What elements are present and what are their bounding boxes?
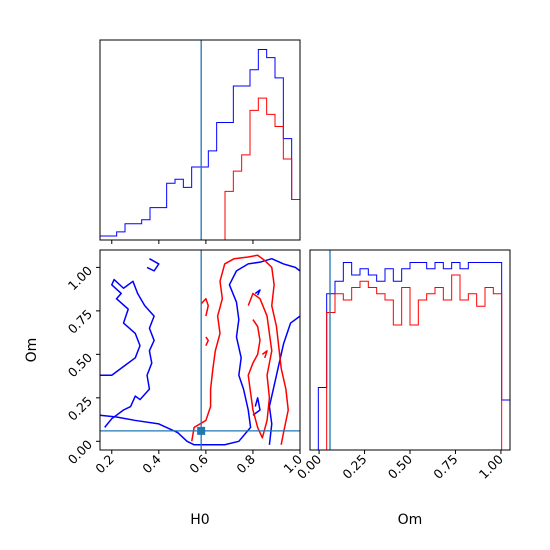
h0-tick-label-0: 0.2 <box>92 452 117 477</box>
contour-truth-marker <box>197 426 206 435</box>
y-axis-label-om: Om <box>24 338 40 363</box>
om-y-tick-label-4: 1.00 <box>65 263 95 293</box>
contour-series-0-line-3 <box>254 289 261 296</box>
contour-series-0-line-5 <box>268 315 301 445</box>
om-histogram-series-0 <box>310 262 511 451</box>
om-tick-label-2: 0.50 <box>385 451 415 481</box>
x-axis-label-om: Om <box>398 512 423 528</box>
om-y-tick-label-2: 0.50 <box>65 350 95 380</box>
h0-marginal-frame <box>99 39 301 241</box>
om-tick-label-1: 0.25 <box>339 452 369 482</box>
h0-tick-label-2: 0.6 <box>186 451 211 476</box>
h0-histogram-series-1 <box>100 97 301 241</box>
h0-histogram-series-0 <box>99 49 301 240</box>
x-axis-label-h0: H0 <box>190 512 209 528</box>
om-tick-label-4: 1.00 <box>476 451 506 481</box>
h0-x-ticks: 0.2 0.4 0.6 0.8 1.0 <box>92 450 305 476</box>
contour-frame <box>99 249 301 451</box>
h0-marginal-panel <box>99 39 301 244</box>
contour-series-0-line-4 <box>252 397 261 416</box>
om-marginal-panel: 0.00 0.25 0.50 0.75 1.00 Om <box>294 249 511 528</box>
h0-tick-label-1: 0.4 <box>139 451 164 476</box>
contour-series-0-line-0 <box>146 258 160 272</box>
contour-panel: 0.2 0.4 0.6 0.8 1.0 0.000.250.500.751.00 H0 … <box>24 249 305 528</box>
contour-series-1-line-3 <box>261 350 268 359</box>
om-marginal-frame <box>309 249 511 451</box>
om-histogram-series-1 <box>310 274 510 451</box>
contour-series-1-line-2 <box>247 292 273 439</box>
om-y-ticks: 0.00 0.25 0.50 0.75 1.00 <box>65 263 100 467</box>
contour-series-0-line-1 <box>100 278 155 428</box>
om-y-tick-label-0: 0.00 <box>65 437 95 467</box>
contour-series-0-line-2 <box>99 257 301 446</box>
contour-series-1-line-1 <box>191 254 289 445</box>
om-tick-label-3: 0.75 <box>430 452 460 482</box>
om-y-tick-label-1: 0.25 <box>65 393 95 423</box>
om-y-tick-label-3: 0.75 <box>65 306 95 336</box>
om-x-ticks: 0.00 0.25 0.50 0.75 1.00 <box>294 450 506 482</box>
h0-tick-label-3: 0.8 <box>233 451 258 476</box>
contour-series-1-line-0 <box>200 297 209 317</box>
contour-series-1-line-4 <box>205 336 209 346</box>
